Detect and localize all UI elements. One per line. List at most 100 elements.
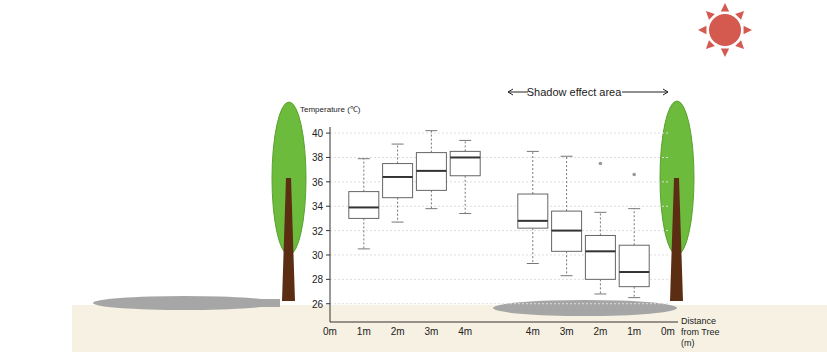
whisker [397,198,398,222]
y-tick [326,157,330,158]
grid-line [330,230,668,231]
whisker-cap [358,248,370,249]
y-tick-label: 38 [312,152,324,163]
whisker [465,176,466,214]
chart: 2628303234363840Temperature (℃)0m1m2m3m4… [0,0,827,352]
box-group [552,156,582,275]
whisker-cap [561,275,573,276]
ground [72,305,827,352]
whisker-cap [594,212,606,213]
whisker-cap [628,208,640,209]
y-tick [326,303,330,304]
x-axis [330,322,678,323]
y-tick [326,206,330,207]
whisker-cap [425,130,437,131]
y-axis-label: Temperature (℃) [300,105,361,114]
shadow [493,300,677,316]
tree [272,102,306,301]
sun-ray [698,26,706,34]
y-axis [330,127,331,322]
whisker-cap [594,293,606,294]
x-axis-label: Distance [681,316,716,326]
sun-disc [709,14,741,46]
whisker [397,144,398,164]
whisker [532,151,533,194]
whisker-cap [628,297,640,298]
chart-root: 2628303234363840Temperature (℃)0m1m2m3m4… [0,0,827,352]
grid-line [330,133,668,134]
whisker [634,287,635,298]
whisker [634,209,635,246]
grid-line [330,157,668,158]
box-group [416,131,446,209]
outlier [599,162,603,166]
x-tick-label: 2m [391,326,405,337]
x-axis-label: (m) [681,338,695,348]
sun-ray [721,3,729,11]
y-tick [326,181,330,182]
tree-trunk [282,178,295,301]
x-tick-label: 2m [593,326,607,337]
grid-line [330,279,668,280]
x-tick-label: 1m [357,326,371,337]
whisker [431,131,432,153]
whisker-cap [392,222,404,223]
grid-line [330,181,668,182]
y-tick [326,254,330,255]
grid-line [330,206,668,207]
box-group [450,140,480,213]
y-tick [326,133,330,134]
box [349,192,379,219]
median [349,206,379,208]
whisker [566,251,567,275]
sun-ray [735,40,744,49]
x-axis-label: from Tree [681,327,720,337]
whisker [363,218,364,248]
y-tick [326,230,330,231]
whisker [600,279,601,294]
whisker-cap [358,158,370,159]
tree-trunk [670,178,683,301]
whisker [532,228,533,263]
whisker [363,159,364,192]
sun [698,3,752,57]
median [450,156,480,158]
x-tick-label: 3m [560,326,574,337]
whisker [465,140,466,151]
y-tick-label: 40 [312,128,324,139]
sun-ray [706,40,715,49]
x-tick-label: 4m [526,326,540,337]
whisker-cap [425,208,437,209]
whisker [600,212,601,235]
tree [660,101,694,301]
whisker-cap [527,263,539,264]
y-tick-label: 26 [312,299,324,310]
y-tick [326,279,330,280]
arrow [508,89,528,95]
whisker [566,156,567,211]
whisker-cap [527,151,539,152]
box [518,194,548,228]
shadow [240,299,280,307]
whisker [431,190,432,208]
y-tick-label: 28 [312,274,324,285]
y-tick-label: 34 [312,201,324,212]
x-tick-label: 0m [323,326,337,337]
x-tick-label: 3m [424,326,438,337]
sun-ray [721,49,729,57]
box-group [383,144,413,222]
outlier [632,173,636,177]
annotation: Shadow effect area [527,86,622,98]
whisker-cap [392,144,404,145]
arrow [622,89,668,95]
box-group [619,173,649,298]
whisker-cap [459,140,471,141]
box [619,245,649,286]
whisker-cap [561,156,573,157]
median [619,271,649,273]
median [518,220,548,222]
median [585,250,615,252]
y-tick-label: 32 [312,226,324,237]
box-group [585,162,615,294]
x-tick-label: 4m [458,326,472,337]
